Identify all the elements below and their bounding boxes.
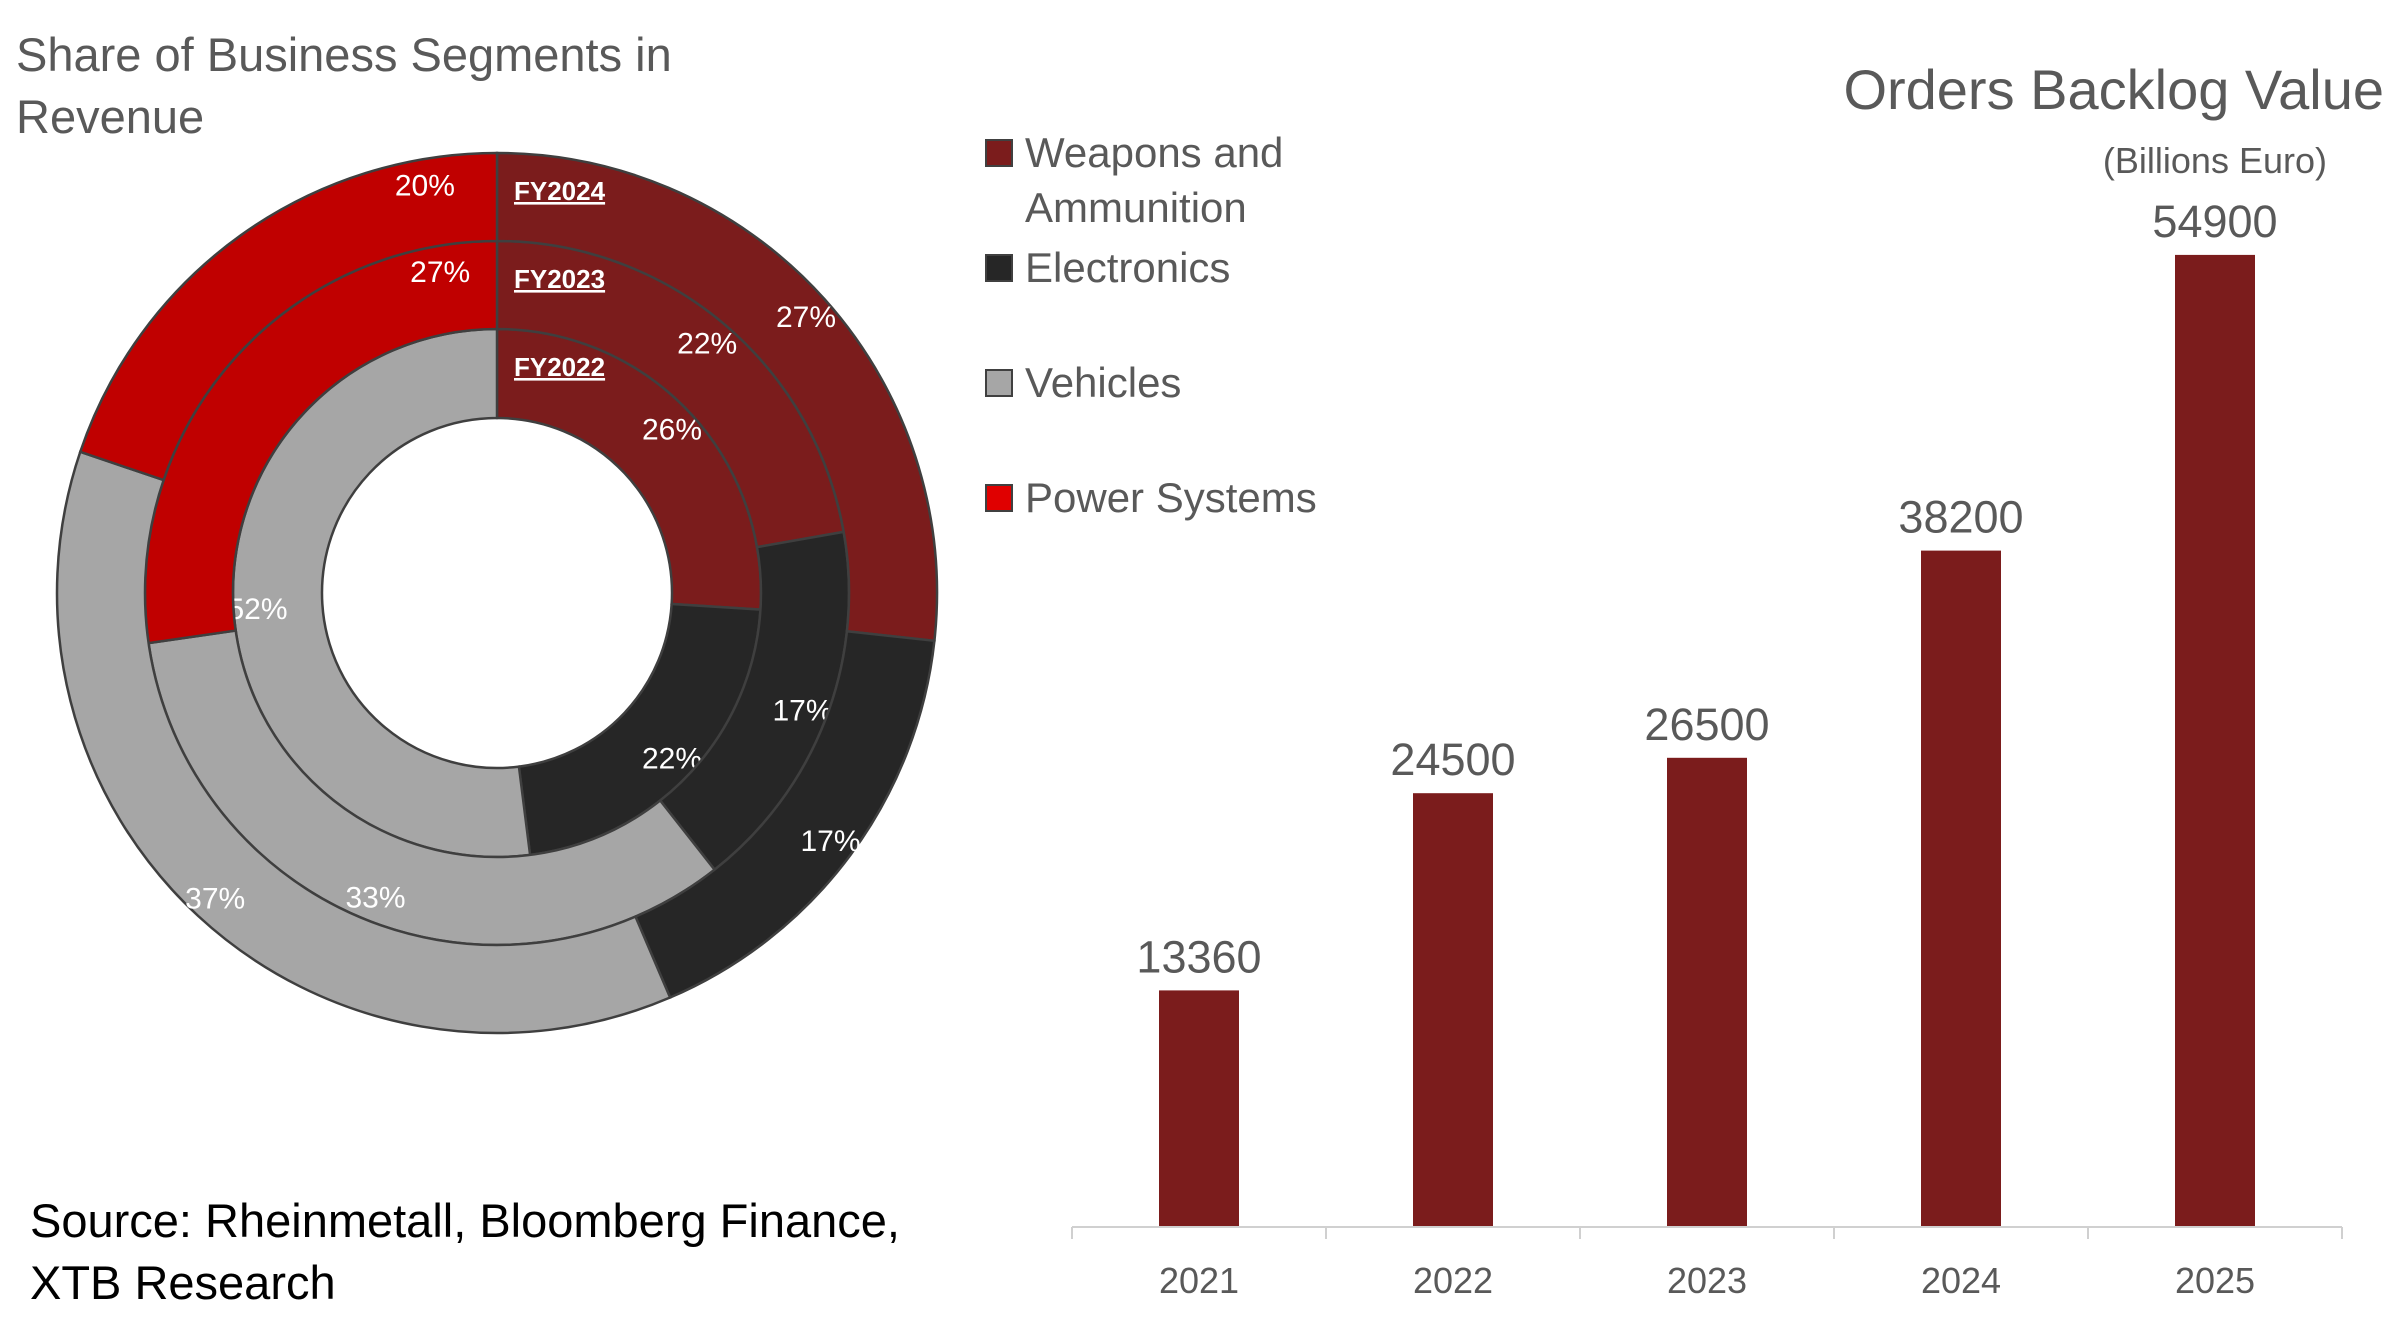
bar-plot-area: 13360 2021 24500 2022 26500 2023 38200 2024 5490…	[1071, 196, 2343, 1301]
legend-item-vehicles: Vehicles	[985, 355, 1365, 410]
donut-label-fy2023-vehicles: 33%	[345, 882, 405, 915]
donut-label-fy2023-power-systems: 27%	[410, 256, 470, 289]
x-tick-label-2023: 2023	[1667, 1260, 1747, 1301]
legend-swatch-power-systems	[985, 484, 1013, 512]
donut-label-fy2022-vehicles: 52%	[227, 593, 287, 626]
bar-2021	[1159, 990, 1239, 1227]
x-tick-label-2024: 2024	[1921, 1260, 2001, 1301]
legend-label-vehicles: Vehicles	[1025, 359, 1182, 406]
bar-value-label-2021: 13360	[1136, 931, 1261, 982]
legend-swatch-vehicles	[985, 369, 1013, 397]
legend-label-electronics: Electronics	[1025, 244, 1231, 291]
donut-slice-fy2024-weapons	[495, 151, 939, 643]
donut-ring-label-fy2024: FY2024	[514, 176, 606, 206]
bar-value-label-2024: 38200	[1898, 492, 2023, 543]
bar-2024	[1921, 550, 2001, 1227]
donut-label-fy2024-vehicles: 37%	[185, 883, 245, 916]
legend-label-weapons: Weapons and Ammunition	[1025, 129, 1284, 231]
bar-chart-subtitle: (Billions Euro)	[2102, 140, 2327, 181]
legend-item-weapons: Weapons and Ammunition	[985, 125, 1365, 235]
bar-chart-title: Orders Backlog Value	[1843, 58, 2384, 121]
legend-swatch-weapons	[985, 139, 1013, 167]
bar-2023	[1667, 757, 1747, 1227]
donut-label-fy2023-weapons: 22%	[677, 328, 737, 361]
source-note: Source: Rheinmetall, Bloomberg Finance, …	[30, 1194, 900, 1309]
donut-ring-label-fy2022: FY2022	[514, 352, 605, 382]
bar-value-label-2022: 24500	[1390, 734, 1515, 785]
donut-chart-title: Share of Business Segments in Revenue	[16, 28, 672, 143]
donut-label-fy2024-weapons: 27%	[776, 301, 836, 334]
legend-swatch-electronics	[985, 254, 1013, 282]
donut-label-fy2024-electronics: 17%	[800, 825, 860, 858]
bar-2025	[2175, 254, 2255, 1227]
x-tick-label-2022: 2022	[1413, 1260, 1493, 1301]
donut-label-fy2024-power-systems: 20%	[395, 169, 455, 202]
donut-ring-label-fy2023: FY2023	[514, 264, 605, 294]
x-tick-label-2025: 2025	[2175, 1260, 2255, 1301]
donut-label-fy2023-electronics: 17%	[772, 695, 832, 728]
legend-item-electronics: Electronics	[985, 240, 1365, 295]
bar-2022	[1413, 793, 1493, 1227]
bar-value-label-2025: 54900	[2152, 196, 2277, 247]
donut-label-fy2022-weapons: 26%	[642, 414, 702, 447]
donut-slice-fy2024-power-systems	[78, 151, 499, 482]
legend-label-power-systems: Power Systems	[1025, 474, 1317, 521]
legend-item-power-systems: Power Systems	[985, 470, 1365, 525]
donut-slice-fy2024-vehicles	[55, 450, 672, 1035]
bar-value-label-2023: 26500	[1644, 699, 1769, 750]
x-tick-label-2021: 2021	[1159, 1260, 1239, 1301]
